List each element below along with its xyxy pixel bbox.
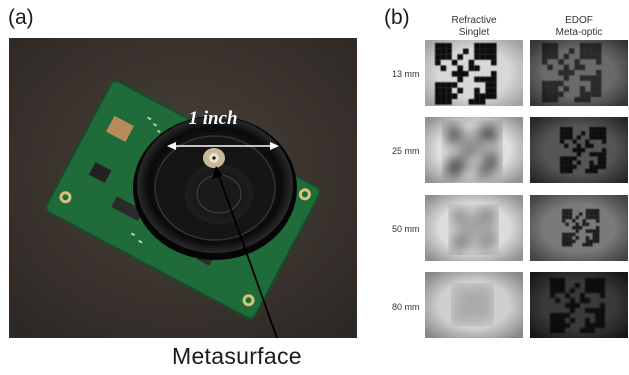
tile-vignette [530,272,628,338]
image-refractive-13mm [425,40,523,106]
column-header-line: EDOF [565,15,593,26]
dimension-arrow [167,142,279,150]
column-header-line: Meta-optic [555,27,603,38]
row-label-80mm: 80 mm [392,302,420,312]
image-meta-optic-80mm [530,272,628,338]
column-header-meta-optic: EDOF Meta-optic [524,15,629,39]
image-refractive-25mm [425,117,523,183]
image-meta-optic-13mm [530,40,628,106]
image-meta-optic-25mm [530,117,628,183]
tile-vignette [425,40,523,106]
camera-photo: 1 inch [9,38,357,339]
column-header-line: Refractive [451,15,497,26]
tile-vignette [530,40,628,106]
row-label-25mm: 25 mm [392,146,420,156]
tile-vignette [530,195,628,261]
tile-vignette [425,117,523,183]
row-label-13mm: 13 mm [392,69,420,79]
dimension-label: 1 inch [188,108,237,129]
row-label-50mm: 50 mm [392,224,420,234]
tile-vignette [530,117,628,183]
panel-b-label: (b) [384,6,410,29]
image-refractive-80mm [425,272,523,338]
callout-label: Metasurface [172,343,302,369]
tile-vignette [425,195,523,261]
callout-arrow [212,166,278,339]
column-header-line: Singlet [458,27,490,38]
image-meta-optic-50mm [530,195,628,261]
panel-a-label: (a) [8,6,34,29]
lens-holder [133,116,297,260]
metasurface-chip [203,148,225,168]
image-refractive-50mm [425,195,523,261]
tile-vignette [425,272,523,338]
column-header-refractive: Refractive Singlet [419,15,529,39]
